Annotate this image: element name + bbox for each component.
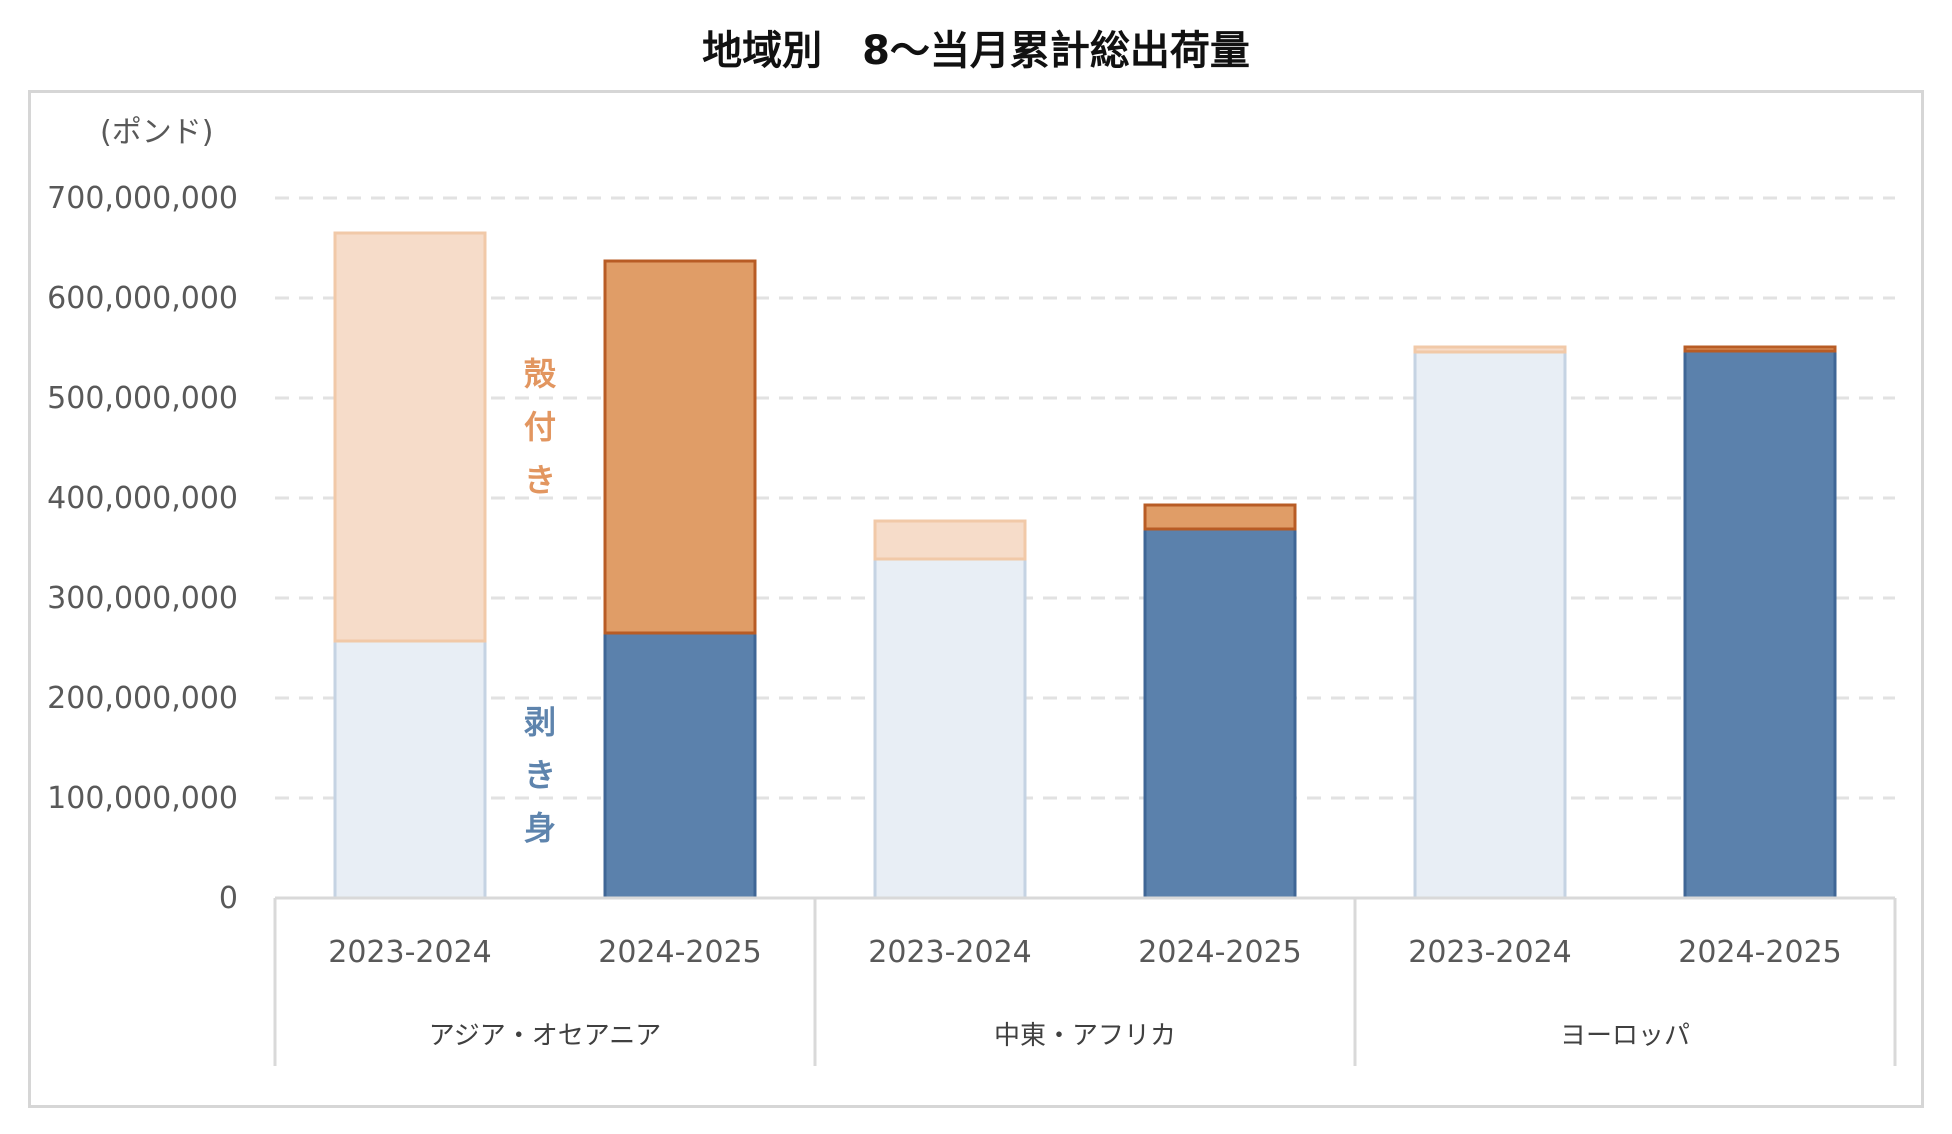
y-tick-label: 400,000,000 [47,481,238,516]
bar-segment-mukimi [1143,527,1297,900]
annotation-char: き [524,461,556,499]
x-tick-label: 2024-2025 [1138,935,1302,970]
x-tick-label: 2024-2025 [598,935,762,970]
annotation-char: 殻 [524,355,557,393]
group-label: ヨーロッパ [1560,1021,1690,1051]
bar-segment-karatsuki [603,259,757,635]
bar-segment-karatsuki [1413,345,1567,354]
annotation-char: 剥 [524,703,556,741]
annotation-char: 身 [524,809,556,847]
bar-segment-mukimi [333,639,487,900]
axes: 0 100,000,000 200,000,000 300,000,000 400,00… [47,181,1897,1066]
bar-segment-mukimi [1413,350,1567,900]
y-tick-label: 500,000,000 [47,381,238,416]
bars [333,231,1837,900]
gridlines [275,196,1895,800]
x-tick-label: 2024-2025 [1678,935,1842,970]
x-tick-label: 2023-2024 [868,935,1032,970]
y-axis-unit-label: (ポンド) [100,115,213,150]
bar-segment-karatsuki [1683,345,1837,353]
annotation-char: き [524,756,556,794]
y-tick-label: 300,000,000 [47,581,238,616]
annotation-char: 付 [524,408,556,446]
bar-segment-mukimi [1683,349,1837,900]
y-tick-label: 200,000,000 [47,681,238,716]
chart-title: 地域別 8～当月累計総出荷量 [702,28,1250,74]
y-tick-label: 700,000,000 [47,181,238,216]
bar-segment-karatsuki [333,231,487,643]
group-label: 中東・アフリカ [994,1021,1176,1051]
y-tick-label: 600,000,000 [47,281,238,316]
x-tick-label: 2023-2024 [328,935,492,970]
bar-segment-mukimi [873,557,1027,900]
x-tick-label: 2023-2024 [1408,935,1572,970]
bar-segment-mukimi [603,631,757,900]
plot-frame [28,90,1924,1108]
y-tick-label: 100,000,000 [47,781,238,816]
group-label: アジア・オセアニア [429,1021,661,1051]
y-tick-label: 0 [219,881,238,916]
bar-segment-karatsuki [1143,503,1297,531]
bar-segment-karatsuki [873,519,1027,561]
